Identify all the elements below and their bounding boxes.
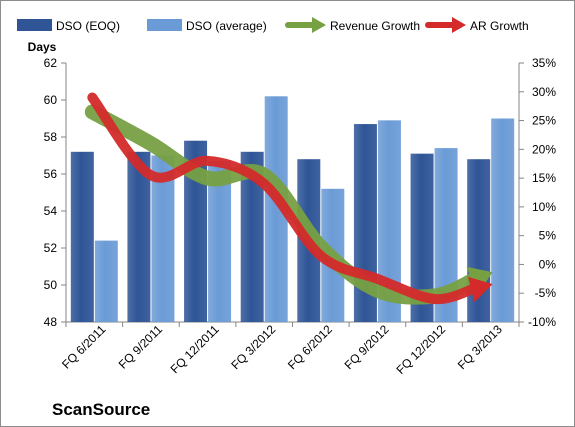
y-right-tick-label: 35% [532,56,556,70]
y-left-tick-label: 56 [44,167,58,181]
y-right-tick-label: 15% [532,171,556,185]
legend: DSO (EOQ) DSO (average) Revenue Growth AR G… [17,17,529,33]
x-tick-label: FQ 6/2012 [285,322,335,372]
x-tick-label: FQ 3/2013 [455,322,505,372]
y-left-tick-label: 60 [44,93,58,107]
line-ar-growth [87,92,479,305]
bar-dso-eoq-fq-9-2011 [127,151,151,322]
y-right-tick-label: -5% [535,286,557,300]
legend-label: DSO (average) [186,19,267,33]
y-right-tick-label: 0% [539,257,557,271]
y-left-axis-label: Days [28,40,57,54]
y-right-tick-label: -10% [528,315,556,329]
bar-dso-average-fq-12-2012 [434,148,458,322]
y-left-tick-label: 62 [44,56,58,70]
bar-dso-eoq-fq-6-2011 [70,151,94,322]
x-tick-label: FQ 9/2012 [342,322,392,372]
bar-dso-eoq-fq-12-2012 [410,153,434,322]
y-left-tick-label: 48 [44,315,58,329]
bar-dso-average-fq-9-2011 [151,155,175,322]
x-tick-label: FQ 6/2011 [59,322,109,372]
legend-label: DSO (EOQ) [56,19,120,33]
bar-dso-average-fq-12-2011 [208,161,232,322]
y-right-tick-label: 5% [539,229,557,243]
x-tick-label: FQ 9/2011 [116,322,166,372]
legend-arrowhead [312,17,326,33]
y-right-tick-label: 20% [532,142,556,156]
bar-dso-eoq-fq-12-2011 [184,140,208,322]
legend-item-ar-growth: AR Growth [425,17,529,33]
x-tick-label: FQ 12/2012 [393,322,448,377]
legend-swatch [17,19,52,31]
y-right-tick-label: 25% [532,114,556,128]
bar-dso-average-fq-3-2012 [264,96,288,322]
bar-dso-average-fq-6-2011 [94,240,118,322]
legend-item-dso-eoq: DSO (EOQ) [17,19,120,33]
legend-item-dso-average: DSO (average) [147,19,267,33]
bar-dso-average-fq-9-2012 [377,120,401,322]
y-left-tick-label: 54 [44,204,58,218]
x-tick-label: FQ 12/2011 [168,322,222,376]
legend-item-revenue-growth: Revenue Growth [285,17,420,33]
x-tick-label: FQ 3/2012 [228,322,278,372]
bar-dso-eoq-fq-3-2012 [240,151,264,322]
legend-label: Revenue Growth [330,19,420,33]
y-right-tick-label: 10% [532,200,556,214]
y-right-tick-label: 30% [532,85,556,99]
bar-dso-average-fq-3-2013 [491,118,515,322]
legend-swatch [147,19,182,31]
brand-watermark: ScanSource [52,400,150,419]
arrowhead-ar-growth [468,276,493,303]
y-left-tick-label: 58 [44,130,58,144]
y-left-tick-label: 52 [44,241,58,255]
legend-label: AR Growth [470,19,529,33]
y-left-tick-label: 50 [44,278,58,292]
legend-arrowhead [452,17,466,33]
